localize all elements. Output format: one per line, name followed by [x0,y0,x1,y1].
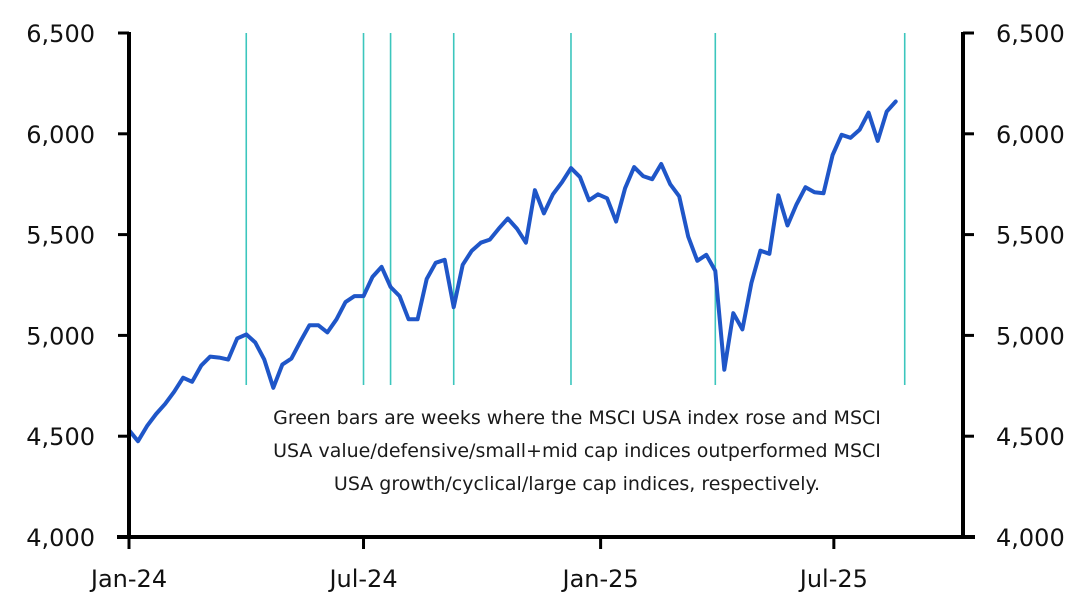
annotation-line-2: USA value/defensive/small+mid cap indice… [273,440,881,462]
x-tick-label: Jan-24 [89,565,167,593]
y-tick-label-right: 5,500 [996,222,1065,250]
x-tick-label: Jan-25 [561,565,639,593]
series-group [127,99,898,444]
annotation-line-1: Green bars are weeks where the MSCI USA … [273,407,881,429]
series-line [127,99,898,444]
y-tick-label-left: 6,500 [26,20,95,48]
axes [117,31,975,549]
y-tick-label-left: 6,000 [26,121,95,149]
annotation-line-3: USA growth/cyclical/large cap indices, r… [334,473,820,495]
tick-labels: 4,000 4,000 4,500 4,500 5,000 5,000 5,500 5,500… [26,20,1064,593]
y-tick-label-right: 5,000 [996,322,1065,350]
annotation: Green bars are weeks where the MSCI USA … [273,407,881,495]
x-tick-label: Jul-25 [798,565,868,593]
y-tick-label-left: 4,500 [26,423,95,451]
y-tick-label-right: 4,000 [996,524,1065,552]
x-tick-label: Jul-24 [327,565,397,593]
y-tick-label-left: 5,500 [26,222,95,250]
highlight-bars [245,33,906,385]
y-tick-label-left: 5,000 [26,322,95,350]
y-tick-label-left: 4,000 [26,524,95,552]
y-tick-label-right: 6,500 [996,20,1065,48]
y-tick-label-right: 4,500 [996,423,1065,451]
y-tick-label-right: 6,000 [996,121,1065,149]
